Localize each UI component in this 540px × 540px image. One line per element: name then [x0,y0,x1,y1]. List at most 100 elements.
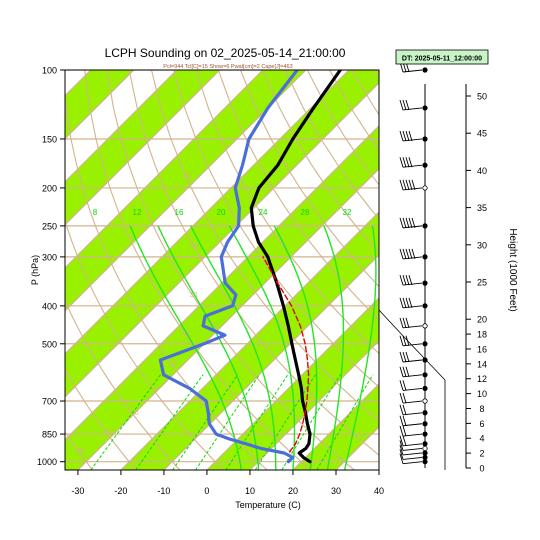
dry-adiabat-line [173,70,379,388]
height-tick-label: 8 [479,404,484,414]
p-tick-label: 150 [42,134,57,144]
x-tick-label: -20 [114,486,127,496]
wind-barb-flag [405,99,410,111]
wind-barb-flag [405,248,410,260]
dry-adiabat-line [441,70,540,470]
wind-barb-staff [402,456,423,460]
wind-barb-flag [399,157,404,168]
wind-level-dot [422,254,428,260]
parcel-path-line [262,256,310,453]
dry-adiabat-line [239,70,379,288]
mixing-ratio-line [90,374,161,470]
wind-barb-flag [402,99,407,111]
wind-barb-flag [399,317,404,328]
wind-barb-flag [399,435,404,446]
wind-level-dot [422,185,428,191]
dry-adiabat-label: 0 [153,387,157,394]
isotherm-line [65,82,379,398]
wind-barb-flag [399,440,404,451]
wind-barb-flag [405,335,410,346]
wind-barb-flag [399,366,404,377]
wind-barb-flag [411,179,416,191]
wind-barb-flag [399,415,404,426]
dry-adiabat-line [65,219,224,470]
datetime-badge: DT: 2025-05-11_12:00:00 [402,56,482,63]
height-tick-label: 16 [477,344,487,354]
dry-adiabat-label: -10 [128,410,138,417]
mixing-ratio-line [135,374,204,470]
dry-adiabat-label: -30 [75,448,85,455]
wind-level-dot [422,105,428,111]
wind-barb-flag [408,157,413,168]
x-tick-label: 10 [245,486,255,496]
wind-barb-flag [402,415,407,426]
moist-adiabat-label: 28 [301,208,310,217]
moist-adiabat-label: 20 [217,208,226,217]
wind-level-dot [422,454,428,460]
wind-barb-flag [399,130,404,142]
wind-barb-flag [399,179,404,191]
isotherm-line [0,70,48,470]
moist-adiabat-label: 24 [259,208,268,217]
moist-adiabat-label: 8 [93,208,98,217]
isotherm-line [77,168,379,470]
wind-barb-flag [405,157,410,168]
dry-adiabat-label: 10 [169,361,177,368]
dewpoint-profile-line [158,70,299,464]
isotherm-band [0,70,48,470]
wind-barb-flag [402,335,407,346]
x-tick-label: -30 [71,486,84,496]
wind-barb-flag [408,297,413,308]
wind-level-dot [422,398,428,404]
isotherm-line [65,70,264,269]
height-tick-label: 30 [477,240,487,250]
dry-adiabat-line [65,431,94,470]
dry-adiabat-line [65,299,181,470]
wind-barb-flag [399,351,404,363]
dry-adiabat-line [106,70,355,470]
wind-level-dot [422,372,428,378]
wind-barb-flag [405,351,410,363]
moist-adiabat-label: 12 [133,208,142,217]
wind-barb-flag [402,248,407,260]
wind-barb-flag [408,179,413,191]
wind-barb-flag [402,179,407,191]
wind-barb-flag [399,444,404,456]
wind-barb-flag [402,366,407,377]
wind-level-dot [422,385,428,392]
wind-barb-flag [399,248,404,260]
wind-barb-flag [402,404,407,415]
wind-barb-flag [411,217,416,229]
isotherm-line [65,70,135,140]
wind-barb-flag [399,99,404,111]
wind-barb-staff [402,461,423,465]
dry-adiabat-label: 30 [190,292,198,299]
height-tick-label: 2 [479,449,484,459]
wind-barb-flag [402,274,407,286]
temperature-profile-line [249,70,342,464]
wind-level-dot [422,280,428,286]
mixing-ratio-line [281,374,341,470]
isotherm-line [65,70,178,183]
wind-barb-flag [402,392,407,404]
wind-barb-flag [402,380,407,391]
dry-adiabat-line [195,70,379,355]
moist-adiabat-line [273,225,318,470]
datetime-badge-box [395,49,489,65]
dry-adiabat-label: -20 [103,430,113,437]
wind-barb-flag [405,366,410,377]
x-tick-label: 0 [204,486,209,496]
isotherm-line [120,211,379,470]
wind-barb-flag [399,274,404,286]
p-tick-label: 700 [42,397,57,407]
wind-barb-staff [402,452,423,456]
wind-barb-flag [399,392,404,404]
wind-barb-flag [405,179,410,191]
x-tick-label: 30 [331,486,341,496]
dry-adiabat-line [65,368,137,470]
dry-adiabat-line [463,70,540,470]
mixing-ratio-line [172,374,239,470]
isotherm-line [65,70,221,226]
wind-level-dot [422,445,428,452]
